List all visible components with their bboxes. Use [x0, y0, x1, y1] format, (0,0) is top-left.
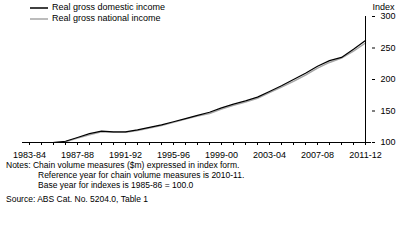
html-text:Reference year for chain volum: Reference year for chain volume measures… — [38, 170, 245, 180]
svg-text:150: 150 — [381, 106, 396, 116]
svg-text:1999-00: 1999-00 — [205, 150, 238, 160]
html-text:Source: ABS Cat. No. 5204.0, T: Source: ABS Cat. No. 5204.0, Table 1 — [6, 194, 149, 204]
svg-text:200: 200 — [381, 74, 396, 84]
svg-text:1991-92: 1991-92 — [109, 150, 142, 160]
html-text:Notes: Chain volume measures (: Notes: Chain volume measures ($m) expres… — [6, 160, 240, 170]
svg-text:2003-04: 2003-04 — [253, 150, 286, 160]
svg-text:1987-88: 1987-88 — [61, 150, 94, 160]
svg-text:1995-96: 1995-96 — [157, 150, 190, 160]
svg-text:1983-84: 1983-84 — [13, 150, 46, 160]
svg-text:100: 100 — [381, 137, 396, 147]
svg-text:Index: Index — [372, 2, 395, 12]
svg-text:2011-12: 2011-12 — [349, 150, 381, 160]
svg-text:300: 300 — [381, 11, 396, 21]
html-text:Real gross domestic income: Real gross domestic income — [52, 2, 165, 12]
svg-text:2007-08: 2007-08 — [301, 150, 334, 160]
html-text:Base year for indexes is 1985-: Base year for indexes is 1985-86 = 100.0 — [38, 180, 194, 190]
html-text:Real gross national income: Real gross national income — [52, 13, 161, 23]
svg-text:250: 250 — [381, 43, 396, 53]
